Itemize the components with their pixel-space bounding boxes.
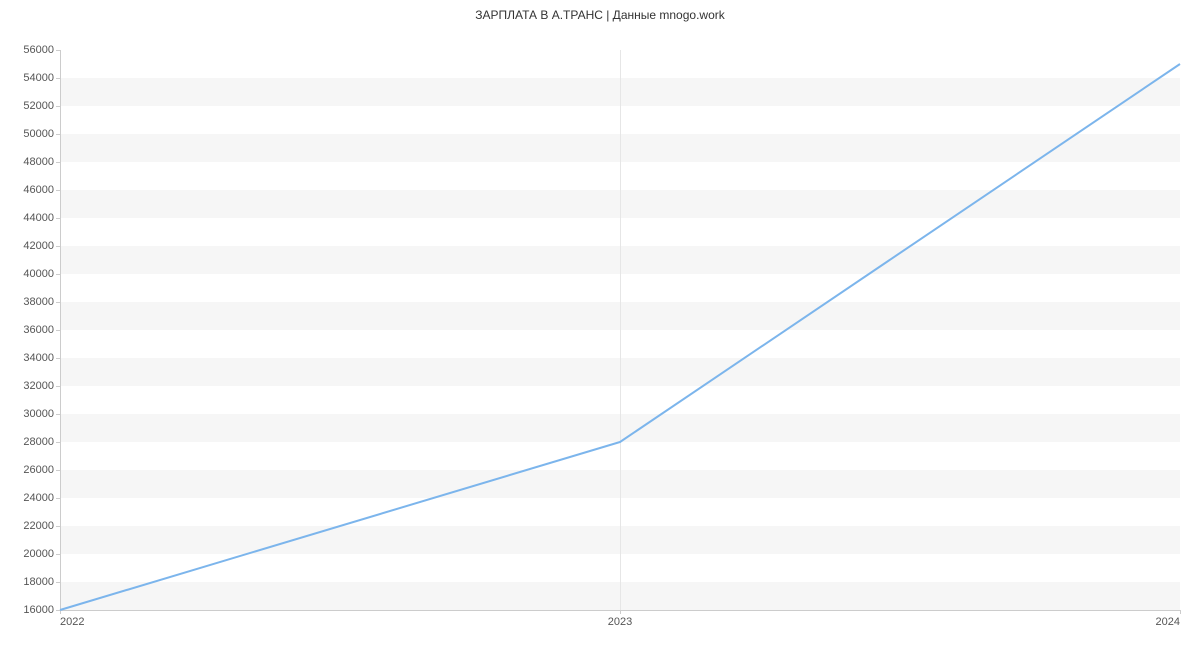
x-tick-label: 2024 — [1156, 616, 1180, 628]
y-tick-label: 26000 — [23, 464, 54, 476]
y-tick-label: 56000 — [23, 44, 54, 56]
y-tick-label: 24000 — [23, 492, 54, 504]
y-tick-label: 32000 — [23, 380, 54, 392]
chart-title: ЗАРПЛАТА В А.ТРАНС | Данные mnogo.work — [0, 8, 1200, 22]
y-tick-label: 50000 — [23, 128, 54, 140]
plot-area: 1600018000200002200024000260002800030000… — [60, 50, 1180, 610]
y-tick-label: 42000 — [23, 240, 54, 252]
y-tick-label: 30000 — [23, 408, 54, 420]
line-layer — [60, 50, 1180, 610]
y-tick-label: 28000 — [23, 436, 54, 448]
y-tick-label: 20000 — [23, 548, 54, 560]
y-tick-label: 34000 — [23, 352, 54, 364]
y-tick-label: 52000 — [23, 100, 54, 112]
y-tick-label: 46000 — [23, 184, 54, 196]
y-tick-label: 44000 — [23, 212, 54, 224]
y-tick-label: 38000 — [23, 296, 54, 308]
y-tick-label: 22000 — [23, 520, 54, 532]
x-tick-label: 2023 — [608, 616, 632, 628]
y-tick-label: 36000 — [23, 324, 54, 336]
y-tick-label: 40000 — [23, 268, 54, 280]
y-tick-label: 16000 — [23, 604, 54, 616]
x-tick-mark — [1180, 610, 1181, 614]
y-tick-label: 18000 — [23, 576, 54, 588]
series-line-salary — [60, 64, 1180, 610]
salary-line-chart: ЗАРПЛАТА В А.ТРАНС | Данные mnogo.work 1… — [0, 0, 1200, 650]
y-tick-label: 54000 — [23, 72, 54, 84]
y-tick-label: 48000 — [23, 156, 54, 168]
x-tick-label: 2022 — [60, 616, 84, 628]
x-axis-line — [60, 610, 1180, 611]
